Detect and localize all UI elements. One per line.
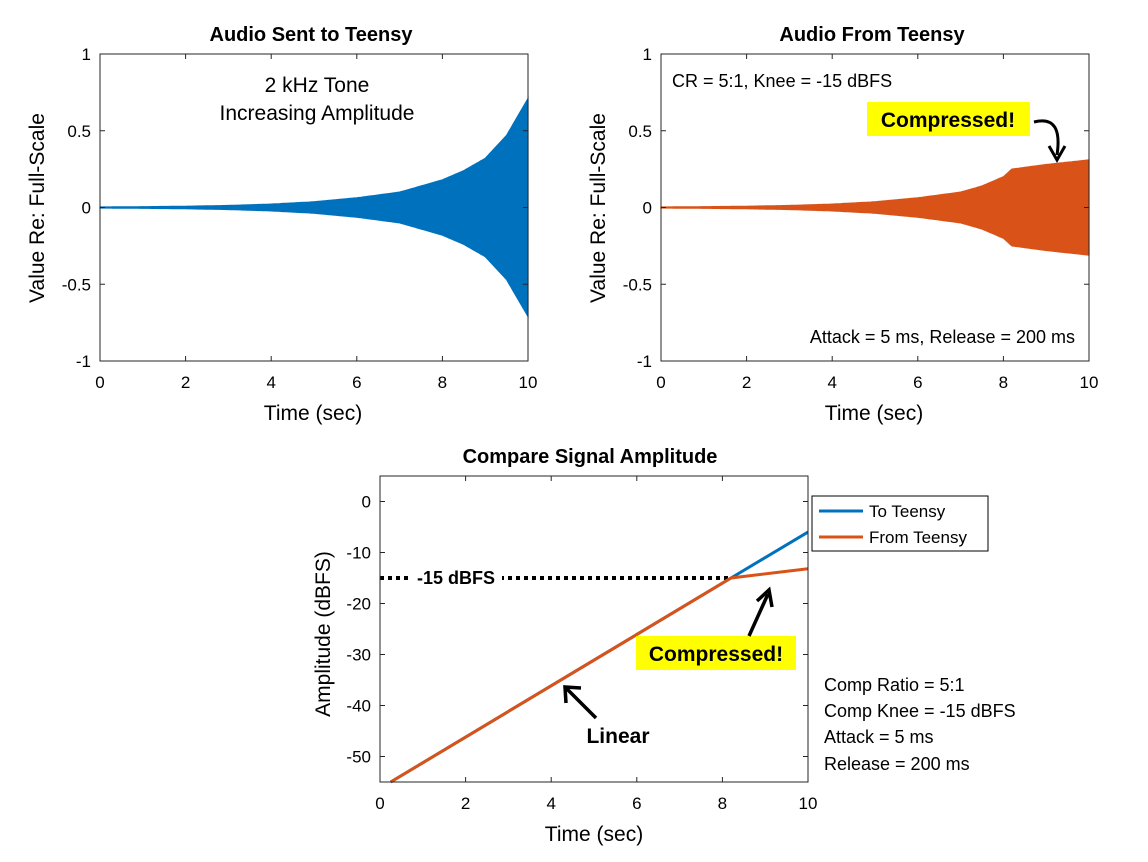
side-notes: Comp Ratio = 5:1 Comp Knee = -15 dBFS At… <box>824 675 1016 774</box>
y-tick-label: 0 <box>643 199 652 218</box>
chart-title: Audio From Teensy <box>779 24 965 46</box>
y-tick-label: 0.5 <box>628 122 652 141</box>
chart-title: Audio Sent to Teensy <box>210 24 414 46</box>
y-tick-label: -40 <box>346 697 371 716</box>
highlight-box <box>867 102 1030 136</box>
reference-label-bg <box>410 564 502 590</box>
y-axis-label: Value Re: Full-Scale <box>26 113 49 303</box>
annotation-amplitude: Increasing Amplitude <box>220 102 415 125</box>
x-tick-label: 0 <box>656 373 665 392</box>
legend-label-to-teensy: To Teensy <box>869 502 946 521</box>
arrow-compressed <box>747 593 770 637</box>
y-tick-label: 0 <box>82 199 91 218</box>
y-tick-label: -1 <box>637 352 652 371</box>
panel-audio-sent: Audio Sent to Teensy 0 2 4 6 8 1010.50-0.5-1 … <box>26 24 537 425</box>
legend-box <box>811 495 989 552</box>
y-tick-label: -30 <box>346 646 371 665</box>
x-axis-label: Time (sec) <box>545 823 643 846</box>
y-tick-label: 0 <box>362 493 371 512</box>
plot-area: 0 2 4 6 8 10 1 0.5 0 -0.5 -1 <box>62 45 538 392</box>
note-knee: Comp Knee = -15 dBFS <box>824 701 1016 721</box>
legend-label-from-teensy: From Teensy <box>869 528 967 547</box>
x-tick-label: 2 <box>181 373 190 392</box>
x-tick-label: 0 <box>375 794 384 813</box>
x-tick-label: 8 <box>438 373 447 392</box>
x-tick-label: 6 <box>632 794 641 813</box>
note-attack: Attack = 5 ms <box>824 727 934 747</box>
arrow-head <box>755 586 774 608</box>
x-tick-label: 10 <box>519 373 538 392</box>
y-tick-label: 0.5 <box>67 122 91 141</box>
x-tick-label: 8 <box>718 794 727 813</box>
annotation-linear: Linear <box>586 725 649 748</box>
note-release: Release = 200 ms <box>824 754 970 774</box>
x-tick-label: 4 <box>546 794 555 813</box>
x-tick-label: 6 <box>352 373 361 392</box>
y-tick-label: 1 <box>643 45 652 64</box>
arrow-head <box>563 685 582 704</box>
x-tick-label: 8 <box>999 373 1008 392</box>
x-axis-label: Time (sec) <box>264 402 362 425</box>
arrow-linear <box>564 686 598 720</box>
y-tick-label: -10 <box>346 544 371 563</box>
x-tick-label: 2 <box>742 373 751 392</box>
legend: To Teensy From Teensy <box>811 495 989 552</box>
arrow-head <box>1047 145 1067 164</box>
x-axis-label: Time (sec) <box>825 402 923 425</box>
annotation-tone: 2 kHz Tone <box>265 74 370 97</box>
x-tick-label: 4 <box>827 373 836 392</box>
axes-box <box>379 475 809 783</box>
signal-envelope <box>99 96 529 319</box>
y-tick-label: -0.5 <box>623 275 652 294</box>
x-tick-label: 0 <box>95 373 104 392</box>
series-line-from-teensy <box>389 567 809 784</box>
x-tick-label: 10 <box>799 794 818 813</box>
arrow-compressed <box>1033 119 1060 156</box>
signal-envelope <box>660 159 1090 256</box>
annotation-compressed: Compressed! <box>881 109 1015 132</box>
x-tick-label: 10 <box>1080 373 1099 392</box>
y-tick-label: -20 <box>346 595 371 614</box>
y-tick-label: -50 <box>346 748 371 767</box>
annotation-timing: Attack = 5 ms, Release = 200 ms <box>810 327 1075 347</box>
panel-compare: Compare Signal Amplitude 0 2 4 6 8 10 0 -10 -20 -… <box>312 446 1016 846</box>
x-tick-label: 6 <box>913 373 922 392</box>
x-tick-label: 4 <box>266 373 275 392</box>
y-axis-label: Value Re: Full-Scale <box>587 113 610 303</box>
annotation-compressed: Compressed! <box>649 643 783 666</box>
annotation-settings: CR = 5:1, Knee = -15 dBFS <box>672 71 892 91</box>
y-axis-label: Amplitude (dBFS) <box>312 551 335 717</box>
x-tick-label: 2 <box>461 794 470 813</box>
note-ratio: Comp Ratio = 5:1 <box>824 675 965 695</box>
chart-title: Compare Signal Amplitude <box>463 446 718 468</box>
reference-line-label: -15 dBFS <box>417 568 495 588</box>
y-tick-label: 1 <box>82 45 91 64</box>
plot-area: 0 2 4 6 8 10 1 0.5 0 -0.5 -1 <box>623 45 1099 392</box>
y-tick-label: -0.5 <box>62 275 91 294</box>
y-tick-label: -1 <box>76 352 91 371</box>
highlight-box <box>636 636 796 670</box>
panel-audio-from: Audio From Teensy 0 2 4 6 8 10 1 0.5 0 -0.5 -1 CR … <box>587 24 1098 425</box>
